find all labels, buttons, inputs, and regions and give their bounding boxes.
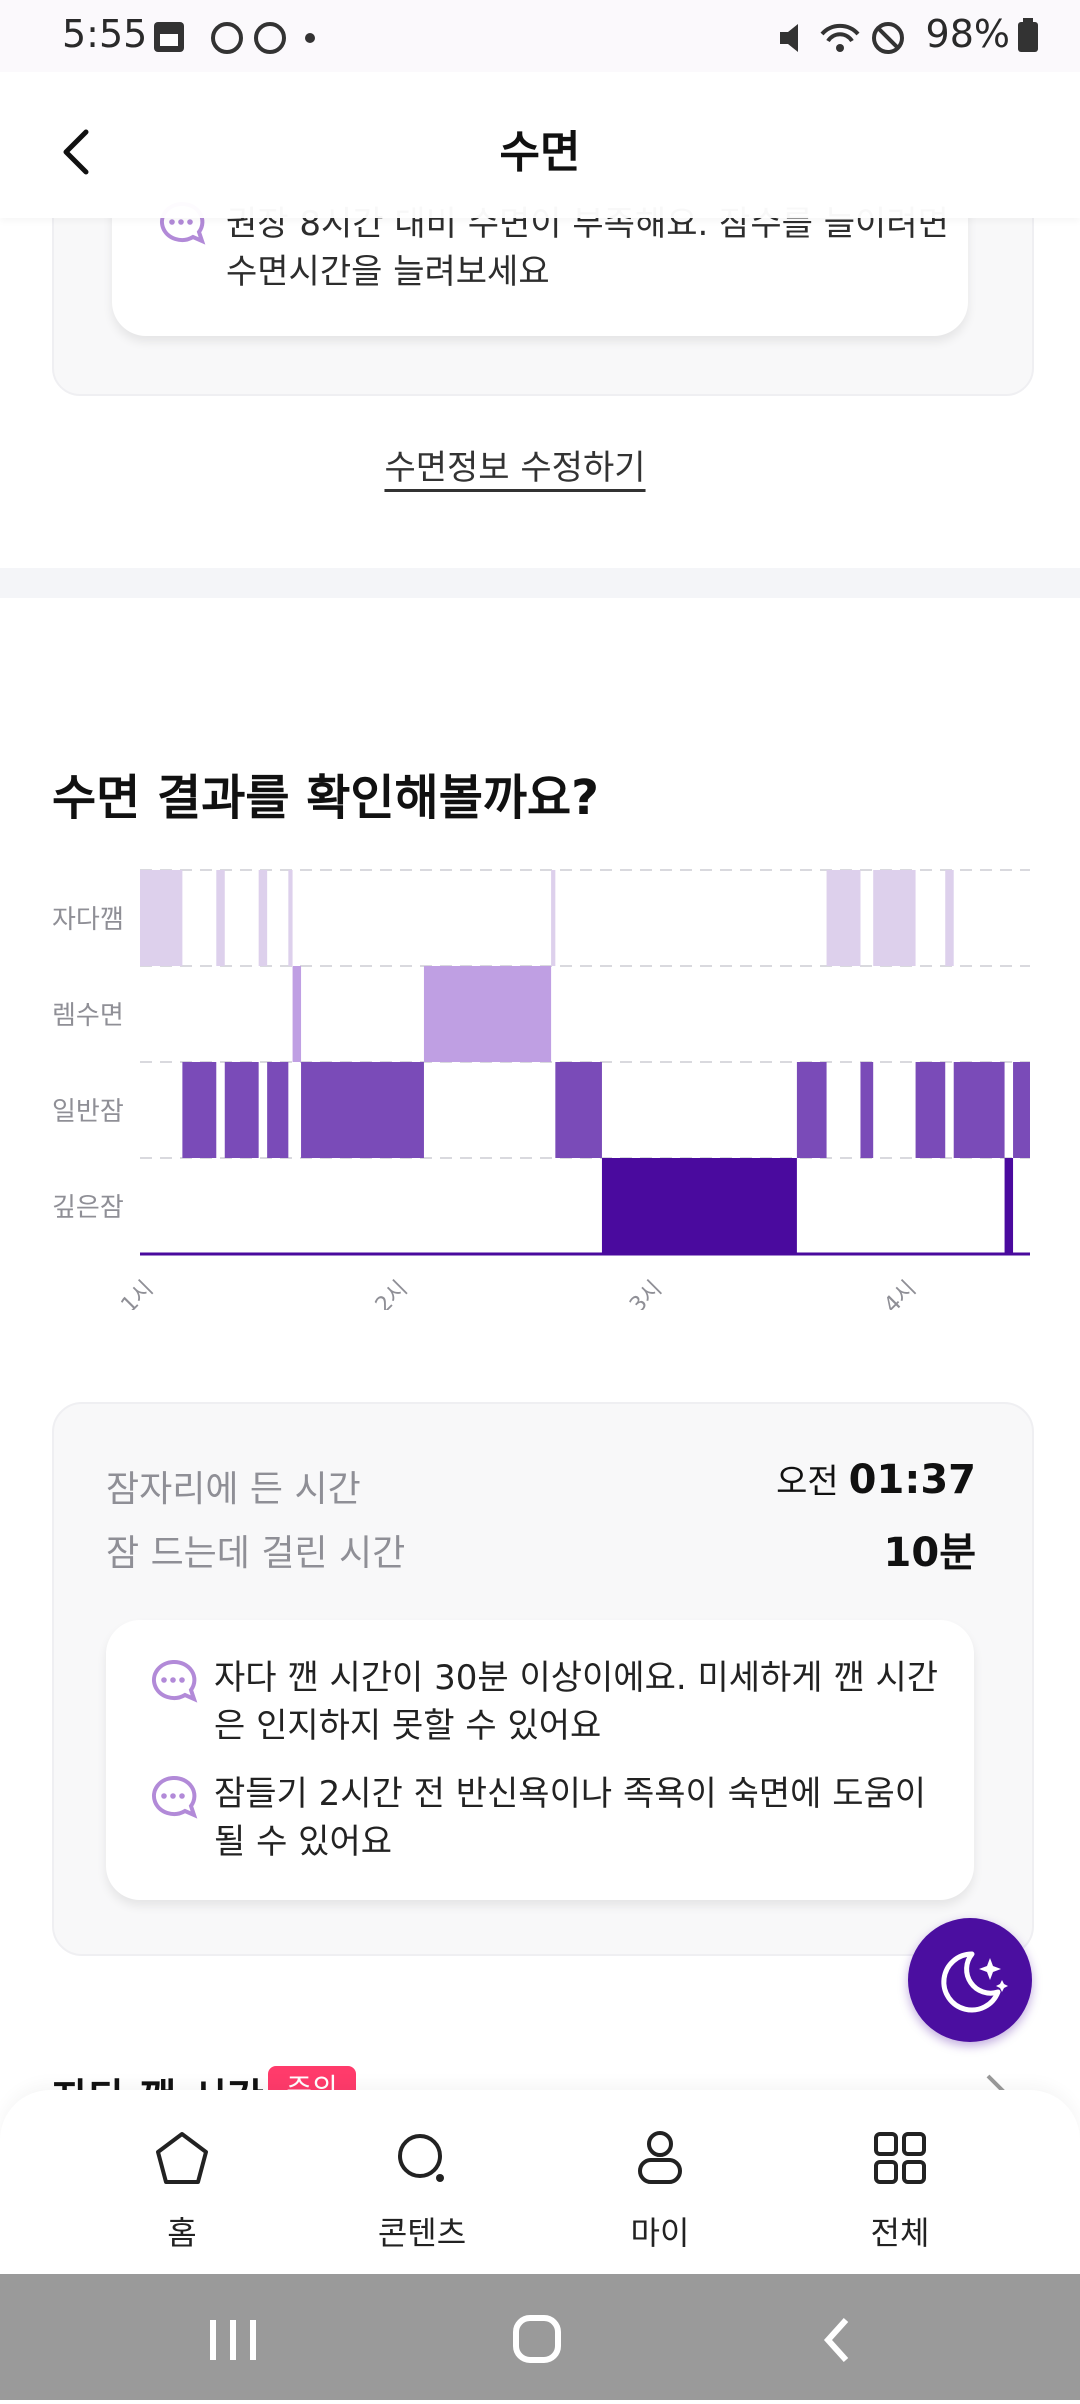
edit-sleep-info-link[interactable]: 수면정보 수정하기 bbox=[384, 448, 646, 488]
chart-bar-04:26 bbox=[1013, 1062, 1030, 1158]
bedtime-time: 01:37 bbox=[848, 1457, 976, 1503]
chart-bar-03:50 bbox=[860, 1062, 874, 1158]
chart-bar-02:37 bbox=[551, 870, 556, 966]
chart-bar-02:49 bbox=[601, 1158, 797, 1254]
chart-bar-01:10 bbox=[182, 1062, 217, 1158]
system-navigation-bar bbox=[0, 2274, 1080, 2400]
system-back-button[interactable] bbox=[823, 2317, 849, 2363]
sleep-mode-button[interactable] bbox=[908, 1918, 1032, 2042]
x-tick-label: 1시 bbox=[117, 1276, 159, 1310]
moon-stars-icon bbox=[941, 1951, 1008, 2013]
nav-my-label: 마이 bbox=[630, 2214, 690, 2252]
chart-bar-01:38 bbox=[301, 1062, 424, 1158]
chart-bar-01:20 bbox=[224, 1062, 259, 1158]
chart-bar-01:36 bbox=[292, 966, 302, 1062]
status-time: 5:55 bbox=[62, 12, 148, 56]
nav-contents-label: 콘텐츠 bbox=[377, 2214, 467, 2252]
bedtime-ampm: 오전 bbox=[776, 1462, 839, 1502]
chart-bar-02:38 bbox=[555, 1062, 602, 1158]
chart-bar-04:12 bbox=[953, 1062, 1005, 1158]
tip-text: 잠들기 2시간 전 반신욕이나 족욕이 숙면에 도움이 될 수 있어요 bbox=[214, 1774, 927, 1862]
chart-bar-04:03 bbox=[915, 1062, 946, 1158]
search-icon bbox=[398, 2134, 444, 2182]
battery-level: 98% bbox=[925, 12, 1010, 56]
chart-bar-04:24 bbox=[1004, 1158, 1014, 1254]
x-tick-label: 2시 bbox=[371, 1276, 413, 1310]
chart-bar-04:10 bbox=[945, 870, 954, 966]
nav-home-label: 홈 bbox=[167, 2214, 197, 2252]
advice-text-line2: 수면시간을 늘려보세요 bbox=[226, 252, 550, 292]
bedtime-value: 오전 01:37 bbox=[776, 1454, 976, 1503]
back-button[interactable] bbox=[48, 110, 118, 190]
home-icon bbox=[156, 2132, 208, 2184]
nav-all-label: 전체 bbox=[870, 2214, 930, 2252]
section-divider bbox=[0, 568, 1080, 598]
fall-asleep-value: 10분 bbox=[883, 1530, 976, 1576]
chart-bar-01:18 bbox=[216, 870, 225, 966]
person-icon bbox=[638, 2131, 682, 2184]
app-header bbox=[0, 72, 1080, 218]
page-title: 수면 bbox=[499, 127, 581, 178]
stage-label: 깊은잠 bbox=[52, 1193, 124, 1223]
battery-icon bbox=[1018, 18, 1038, 52]
status-icons bbox=[780, 22, 904, 54]
bedtime-label: 잠자리에 든 시간 bbox=[106, 1469, 361, 1510]
chart-bar-03:42 bbox=[826, 870, 861, 966]
chart-bar-01:35 bbox=[288, 870, 293, 966]
nav-my[interactable]: 마이 bbox=[580, 2128, 740, 2268]
chart-bar-03:35 bbox=[796, 1062, 827, 1158]
x-tick-label: 4시 bbox=[879, 1276, 921, 1310]
tips-card bbox=[106, 1620, 974, 1900]
chat-bubble-icon bbox=[152, 1775, 198, 1819]
stage-label: 렘수면 bbox=[52, 1001, 124, 1031]
chart-bar-01:00 bbox=[140, 870, 183, 966]
fall-asleep-label: 잠 드는데 걸린 시간 bbox=[106, 1533, 406, 1574]
nav-all[interactable]: 전체 bbox=[820, 2128, 980, 2268]
chart-bar-03:53 bbox=[873, 870, 916, 966]
recent-apps-button[interactable] bbox=[210, 2320, 256, 2360]
chart-bar-01:30 bbox=[267, 1062, 289, 1158]
notification-icons bbox=[154, 22, 315, 54]
stage-label: 일반잠 bbox=[52, 1097, 124, 1127]
chat-bubble-icon bbox=[152, 1659, 198, 1703]
tip-text: 자다 깬 시간이 30분 이상이에요. 미세하게 깬 시간은 인지하지 못할 수… bbox=[214, 1658, 939, 1746]
chart-bar-01:28 bbox=[258, 870, 268, 966]
chart-bar-02:07 bbox=[423, 966, 552, 1062]
grid-icon bbox=[874, 2132, 926, 2184]
section-title: 수면 결과를 확인해볼까요? bbox=[52, 770, 600, 826]
x-tick-label: 3시 bbox=[625, 1276, 667, 1310]
home-button[interactable] bbox=[513, 2315, 561, 2363]
stage-label: 자다깸 bbox=[52, 905, 124, 935]
nav-home[interactable]: 홈 bbox=[102, 2128, 262, 2268]
nav-contents[interactable]: 콘텐츠 bbox=[342, 2128, 502, 2268]
